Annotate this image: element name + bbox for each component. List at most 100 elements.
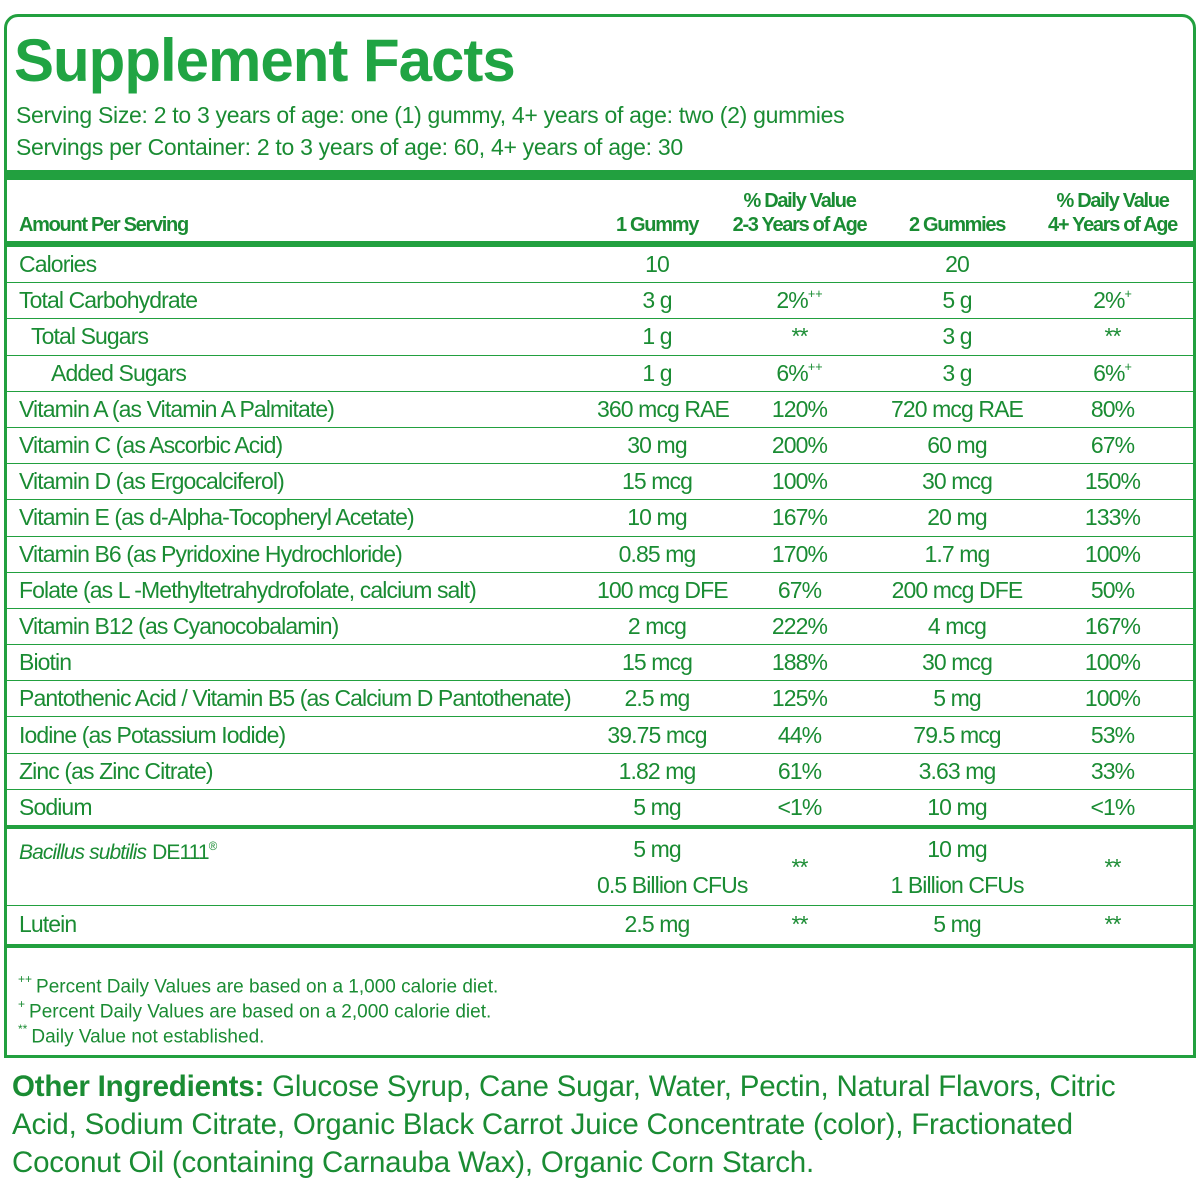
cell-text: Total Sugars <box>31 323 149 350</box>
cell-text: 100 mcg DFE <box>597 576 729 603</box>
cell: 100% <box>1032 541 1193 568</box>
cell: 30 mg <box>597 432 717 459</box>
cell: 5 mg 0.5 Billion CFUs <box>597 831 748 903</box>
cell-line: 10 mg <box>927 835 987 862</box>
cell-text: 1.7 mg <box>924 540 991 567</box>
cell-text: 720 mcg RAE <box>891 395 1024 422</box>
table-row: Vitamin E (as d-Alpha-Tocopheryl Acetate… <box>7 500 1193 537</box>
cell: Sodium <box>7 794 597 821</box>
table-row: Zinc (as Zinc Citrate) 1.82 mg 61% 3.63 mg 3… <box>7 754 1193 790</box>
cell-text: 79.5 mcg <box>913 721 1001 748</box>
cell: 125% <box>717 685 882 712</box>
cell: 5 mg <box>597 794 717 821</box>
cell: Vitamin C (as Ascorbic Acid) <box>7 432 597 459</box>
cell: 1.82 mg <box>597 758 717 785</box>
cell-text: 3 g <box>642 287 672 314</box>
cell-text: 100% <box>1084 540 1141 567</box>
table-row: Vitamin C (as Ascorbic Acid) 30 mg 200% 60 … <box>7 428 1193 465</box>
cell-text: 10 mg <box>627 504 687 531</box>
cell-text: 6% <box>1093 359 1125 386</box>
cell: 720 mcg RAE <box>882 396 1032 423</box>
cell-text: ** <box>1104 323 1121 350</box>
cell: 133% <box>1032 504 1193 531</box>
cell-text: ** <box>791 853 808 880</box>
cell: 3 g <box>882 360 1032 387</box>
cell-text: 15 mcg <box>621 649 693 676</box>
cell-text: Vitamin E (as d-Alpha-Tocopheryl Acetate… <box>19 504 415 531</box>
serving-size: Serving Size: 2 to 3 years of age: one (… <box>16 102 845 128</box>
cell-text: 100% <box>1084 649 1141 676</box>
cell: 6%+ <box>1032 360 1193 387</box>
cell: ** <box>717 849 882 885</box>
ingredients-text: Glucose Syrup, Cane Sugar, Water, Pectin… <box>12 1070 1116 1179</box>
cell: <1% <box>1032 794 1193 821</box>
cell: 100% <box>1032 685 1193 712</box>
cell: 61% <box>717 758 882 785</box>
table-row: Vitamin D (as Ergocalciferol) 15 mcg 100% 3… <box>7 464 1193 501</box>
cell-text: ** <box>791 323 808 350</box>
header-line: Amount Per Serving <box>19 214 189 236</box>
cell-text: <1% <box>777 793 823 820</box>
cell: 100 mcg DFE <box>597 577 729 604</box>
cell-text: 2% <box>776 287 808 314</box>
cell: 167% <box>1032 613 1193 640</box>
table-row: Vitamin B6 (as Pyridoxine Hydrochloride)… <box>7 537 1193 573</box>
cell: 200% <box>717 432 882 459</box>
cell: 20 mg <box>882 504 1032 531</box>
cell: 170% <box>717 541 882 568</box>
cell-text: 5 g <box>942 287 972 314</box>
cell-text: 120% <box>771 395 828 422</box>
footnote-text: Percent Daily Values are based on a 1,00… <box>36 976 499 998</box>
cell-text: 100% <box>1084 685 1141 712</box>
cell: Iodine (as Potassium Iodide) <box>7 722 597 749</box>
cell-text: ** <box>1104 853 1121 880</box>
cell: 2.5 mg <box>597 685 717 712</box>
cell: 3.63 mg <box>882 758 1032 785</box>
cell: Biotin <box>7 649 597 676</box>
cell-text: Lutein <box>19 911 77 937</box>
footnote-symbol: + <box>18 997 26 1011</box>
cell-text: 4 mcg <box>927 612 987 639</box>
cell-text: 100% <box>771 468 828 495</box>
footnote-symbol: ** <box>18 1022 28 1036</box>
cell-text: Iodine (as Potassium Iodide) <box>19 721 286 748</box>
cell-text: Vitamin B6 (as Pyridoxine Hydrochloride) <box>19 540 403 567</box>
cell-text: 80% <box>1090 395 1135 422</box>
divider <box>7 170 1193 180</box>
cell-text: 125% <box>771 685 828 712</box>
cell: 360 mcg RAE <box>597 396 730 423</box>
header-line: % Daily Value <box>743 190 856 212</box>
cell-text: Folate (as L -Methyltetrahydrofolate, ca… <box>19 576 477 603</box>
table-row: Biotin 15 mcg 188% 30 mcg 100% <box>7 645 1193 682</box>
cell: 1.7 mg <box>882 541 1032 568</box>
header-cell: 1 Gummy <box>597 213 717 237</box>
facts-table: Amount Per Serving 1 Gummy% Daily Value 2-… <box>7 181 1193 948</box>
cell-text: 170% <box>771 540 828 567</box>
cell: Folate (as L -Methyltetrahydrofolate, ca… <box>7 577 597 604</box>
cell-text: 1 g <box>642 323 672 350</box>
cell-text: 20 mg <box>927 504 987 531</box>
footnote-text: Percent Daily Values are based on a 2,00… <box>29 1001 492 1023</box>
cell-sup: ® <box>208 840 218 853</box>
cell: 5 mg <box>882 685 1032 712</box>
table-row: Iodine (as Potassium Iodide) 39.75 mcg 44%… <box>7 717 1193 754</box>
cell-text: 33% <box>1090 757 1135 784</box>
header-line: 2 Gummies <box>908 214 1006 236</box>
cell-text: 1 g <box>642 359 672 386</box>
cell: 100% <box>1032 649 1193 676</box>
cell: 150% <box>1032 468 1193 495</box>
cell: 3 g <box>882 323 1032 350</box>
cell-text: <1% <box>1090 793 1136 820</box>
cell: 6%++ <box>717 360 882 387</box>
cell: Total Carbohydrate <box>7 287 597 314</box>
cell-text: 5 mg <box>633 793 681 820</box>
header-cell: Amount Per Serving <box>7 213 597 237</box>
cell-text: 30 mcg <box>921 468 993 495</box>
cell: 67% <box>717 577 882 604</box>
cell: 39.75 mcg <box>597 722 717 749</box>
cell: ** <box>1032 849 1193 885</box>
cell: 1 g <box>597 323 717 350</box>
other-ingredients: Other Ingredients: Glucose Syrup, Cane Su… <box>12 1068 1172 1182</box>
cell: Vitamin A (as Vitamin A Palmitate) <box>7 396 597 423</box>
